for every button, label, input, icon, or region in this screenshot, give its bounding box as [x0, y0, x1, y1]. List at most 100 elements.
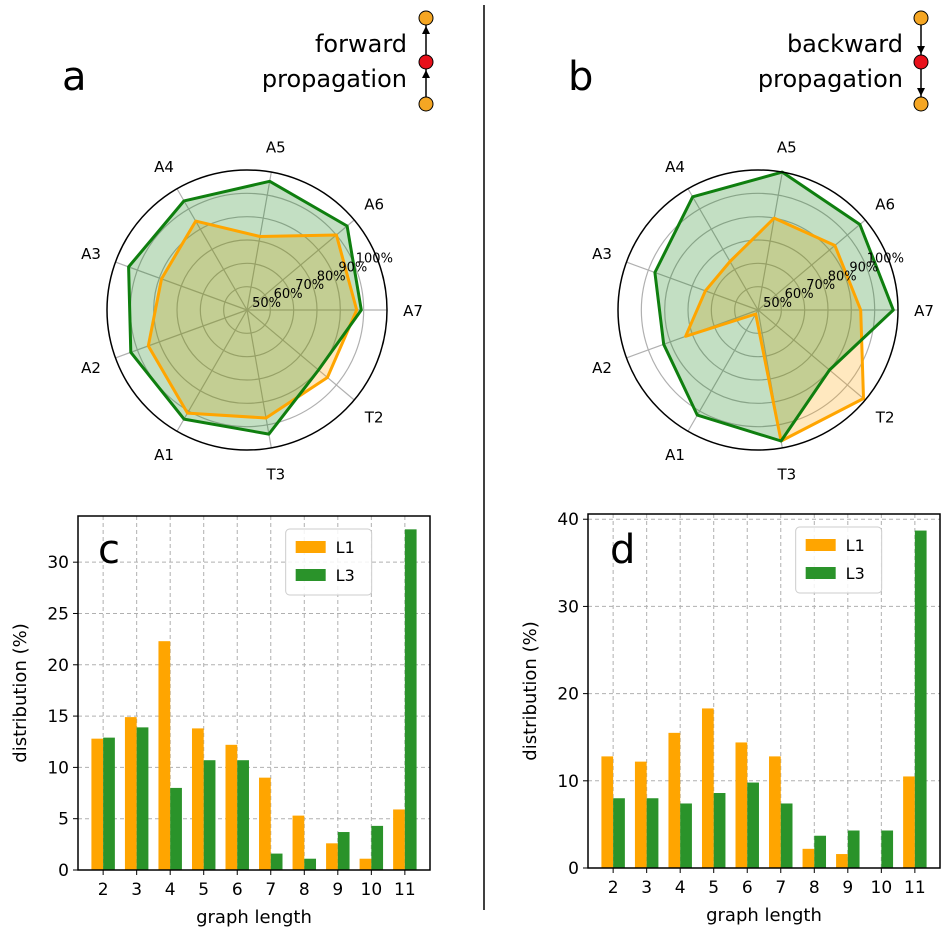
- bar-l1: [393, 809, 405, 870]
- arrow-down-icon: [917, 46, 925, 54]
- y-tick-label: 10: [47, 758, 69, 778]
- radar-spoke: [687, 188, 759, 311]
- radar-spoke: [176, 309, 248, 432]
- x-tick-label: 7: [775, 878, 786, 898]
- radar-axis-label: A5: [777, 139, 797, 157]
- bar-l3: [337, 832, 350, 870]
- y-tick-label: 30: [47, 553, 69, 573]
- y-tick-label: 10: [557, 772, 579, 792]
- radar-area-l3: [128, 181, 362, 435]
- bar-l3: [713, 793, 726, 868]
- radial-tick-label: 90%: [849, 260, 878, 275]
- radial-tick-label: 80%: [828, 269, 857, 284]
- radial-tick-label: 60%: [274, 287, 303, 302]
- radial-tick-label: 90%: [338, 260, 367, 275]
- radar-axis-label: A6: [364, 195, 384, 213]
- y-tick-label: 30: [557, 597, 579, 617]
- node-center-icon: [418, 54, 434, 70]
- node-icon: [913, 10, 929, 26]
- radar-axis-label: T2: [875, 409, 895, 427]
- bar-l1: [292, 815, 305, 870]
- bar-l3: [304, 858, 317, 870]
- x-tick-label: 2: [608, 878, 619, 898]
- x-tick-label: 3: [641, 878, 652, 898]
- bar-l3: [103, 737, 115, 870]
- node-icon: [418, 10, 434, 26]
- x-tick-label: 8: [299, 880, 310, 900]
- legend-box: [795, 526, 883, 594]
- radial-tick-label: 70%: [295, 278, 324, 293]
- radar-spoke: [176, 188, 248, 311]
- forward-propagation-icon: [418, 10, 434, 112]
- bar-l1: [802, 848, 815, 868]
- arrow-up-icon: [422, 26, 430, 34]
- radar-outer-circle: [106, 169, 388, 451]
- x-tick-label: 2: [98, 880, 109, 900]
- radar-series-l3: [127, 179, 363, 436]
- radar-axis-label: A7: [403, 302, 423, 320]
- radial-tick-label: 60%: [785, 287, 814, 302]
- bar-l1: [225, 744, 238, 870]
- bar-l1: [836, 854, 848, 868]
- bar-l1: [735, 742, 748, 868]
- x-tick-label: 4: [165, 880, 176, 900]
- bar-l3: [814, 835, 827, 868]
- bar-l1: [326, 843, 338, 870]
- radar-spoke: [246, 309, 355, 401]
- radial-tick-label: 50%: [763, 296, 792, 311]
- bar-l3: [203, 760, 216, 870]
- x-tick-label: 10: [361, 880, 383, 900]
- plot-frame: [587, 513, 941, 869]
- legend-box: [285, 528, 373, 596]
- bar-l1: [769, 756, 781, 868]
- arrow-up-icon: [422, 70, 430, 78]
- backward-caption-line2: propagation: [758, 65, 903, 93]
- bar-l1: [359, 858, 372, 870]
- x-tick-label: 3: [131, 880, 142, 900]
- bar-l1: [903, 776, 915, 868]
- legend-label-l3: L3: [846, 564, 865, 583]
- x-tick-label: 6: [742, 878, 753, 898]
- radar-axis-label: A6: [875, 195, 895, 213]
- bar-l1: [91, 738, 104, 870]
- radar-spoke: [246, 172, 272, 311]
- backward-caption-line1: backward: [787, 30, 903, 58]
- x-tick-label: 11: [394, 880, 416, 900]
- bar-l3: [881, 830, 894, 868]
- radar-outer-circle: [617, 169, 899, 451]
- bar-l1: [634, 761, 647, 868]
- x-tick-label: 9: [332, 880, 343, 900]
- bar-l3: [847, 830, 860, 868]
- radial-tick-label: 50%: [252, 296, 281, 311]
- radar-spoke: [687, 309, 759, 432]
- bar-l3: [914, 530, 927, 868]
- radar-axis-label: A1: [154, 446, 174, 464]
- x-tick-label: 5: [708, 878, 719, 898]
- radar-spoke: [115, 309, 248, 359]
- bar-l3: [237, 760, 249, 870]
- bar-l1: [158, 641, 171, 870]
- panel-letter-c: c: [98, 527, 120, 573]
- y-tick-label: 25: [47, 604, 69, 624]
- x-tick-label: 7: [265, 880, 276, 900]
- radar-axis-label: T2: [364, 409, 384, 427]
- backward-propagation-icon: [913, 10, 929, 112]
- bar-l1: [259, 777, 271, 870]
- bar-l3: [371, 825, 384, 870]
- plot-frame: [77, 515, 431, 871]
- radar-spoke: [626, 261, 759, 311]
- node-center-icon: [913, 54, 929, 70]
- legend-swatch-l3: [295, 569, 326, 581]
- legend-label-l1: L1: [846, 536, 865, 555]
- x-tick-label: 6: [232, 880, 243, 900]
- bar-l3: [646, 798, 659, 868]
- x-tick-label: 4: [675, 878, 686, 898]
- y-tick-label: 15: [47, 707, 69, 727]
- y-tick-label: 20: [47, 656, 69, 676]
- x-tick-label: 11: [904, 878, 926, 898]
- legend-label-l3: L3: [336, 566, 355, 585]
- radar-axis-label: T3: [776, 465, 796, 483]
- y-axis-label: distribution (%): [10, 623, 31, 762]
- bar-l1: [191, 728, 204, 870]
- arrow-down-icon: [917, 88, 925, 96]
